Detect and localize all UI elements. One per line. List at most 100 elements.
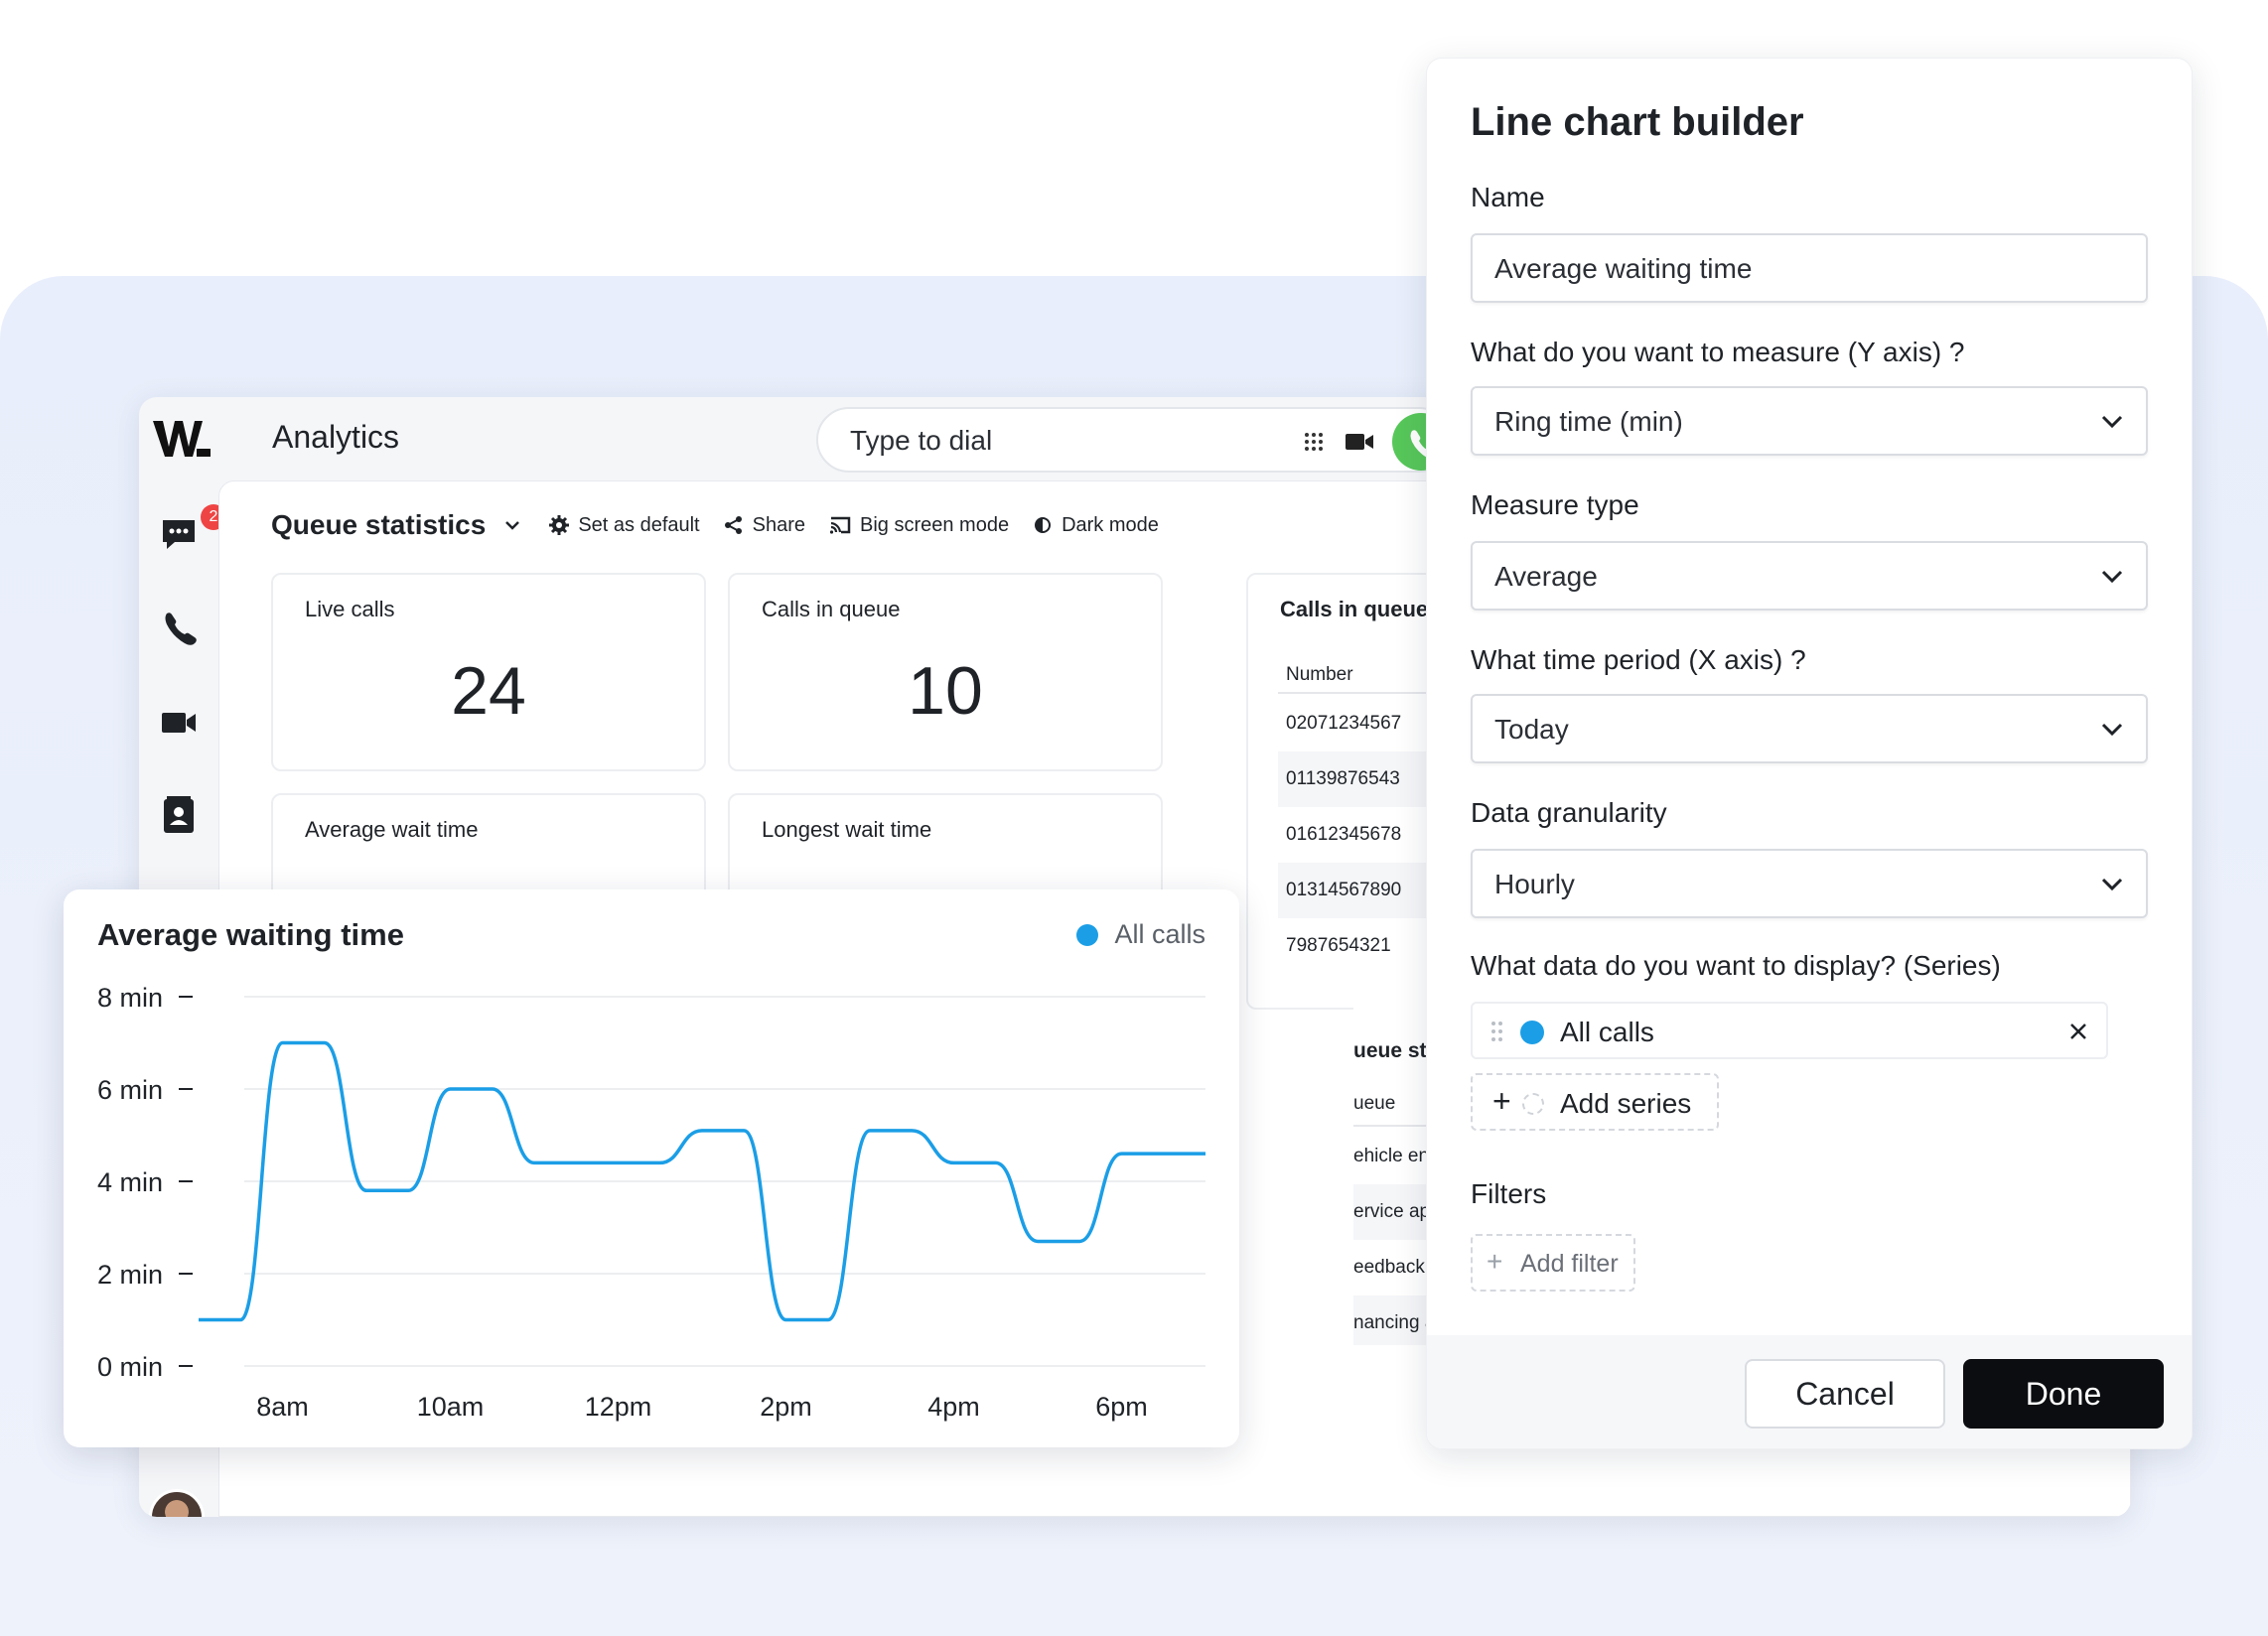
sidebar-item-contacts[interactable]	[159, 796, 199, 836]
y-tick-label: 6 min	[97, 1075, 163, 1105]
chevron-down-icon[interactable]	[503, 519, 521, 531]
table-row[interactable]: 02071234567	[1286, 713, 1402, 734]
card-label: Average wait time	[305, 817, 479, 842]
video-icon	[162, 713, 196, 733]
sidebar-item-calls[interactable]	[159, 610, 199, 649]
series-label: What data do you want to display? (Serie…	[1471, 950, 2001, 981]
y-tick-label: 8 min	[97, 983, 163, 1013]
y-tick-label: 4 min	[97, 1167, 163, 1197]
chevron-down-icon	[2101, 415, 2123, 429]
x-axis-select[interactable]: Today	[1471, 694, 2148, 763]
live-calls-card: Live calls 24	[271, 573, 706, 771]
y-axis-label: What do you want to measure (Y axis) ?	[1471, 337, 1965, 367]
app-title: Analytics	[272, 419, 400, 455]
chart-card: Average waiting time All calls 8 min 6 mi…	[64, 889, 1239, 1447]
drag-handle-icon[interactable]	[1490, 1020, 1504, 1043]
name-input[interactable]: Average waiting time	[1471, 233, 2148, 303]
dial-placeholder: Type to dial	[850, 425, 993, 456]
video-call-icon[interactable]	[1345, 431, 1374, 453]
series-item[interactable]: All calls	[1471, 1002, 2108, 1059]
chevron-down-icon	[2101, 570, 2123, 584]
x-tick-label: 8am	[256, 1392, 309, 1422]
sidebar-item-video[interactable]	[159, 703, 199, 743]
chart-title: Average waiting time	[97, 917, 404, 952]
calls-in-queue-card: Calls in queue 10	[728, 573, 1163, 771]
dial-input[interactable]: Type to dial	[816, 407, 1452, 473]
big-screen-button[interactable]: Big screen mode	[829, 514, 1009, 537]
dashboard-title[interactable]: Queue statistics	[271, 509, 487, 540]
name-value: Average waiting time	[1494, 253, 1753, 284]
gear-icon	[549, 515, 570, 535]
add-series-label: Add series	[1560, 1088, 1692, 1119]
chat-icon	[163, 520, 195, 549]
y-axis-select[interactable]: Ring time (min)	[1471, 386, 2148, 456]
builder-footer: Cancel Done	[1427, 1335, 2192, 1448]
x-tick-label: 4pm	[927, 1392, 980, 1422]
plus-icon: +	[1487, 1246, 1503, 1277]
x-tick-label: 12pm	[585, 1392, 652, 1422]
chevron-down-icon	[2101, 723, 2123, 737]
add-filter-button[interactable]: + Add filter	[1471, 1234, 1635, 1292]
table-row[interactable]: 7987654321	[1286, 935, 1391, 956]
cancel-button[interactable]: Cancel	[1745, 1359, 1945, 1429]
measure-type-select[interactable]: Average	[1471, 541, 2148, 611]
close-icon[interactable]	[2068, 1022, 2088, 1041]
filters-label: Filters	[1471, 1178, 1547, 1209]
y-tick-label: 0 min	[97, 1352, 163, 1382]
share-label: Share	[752, 513, 805, 536]
sidebar-item-chat[interactable]: 2	[159, 504, 226, 554]
measure-type-label: Measure type	[1471, 489, 1639, 520]
x-axis-value: Today	[1494, 714, 1569, 745]
granularity-select[interactable]: Hourly	[1471, 849, 2148, 918]
card-label: Longest wait time	[762, 817, 932, 842]
builder-title: Line chart builder	[1471, 100, 1804, 144]
cast-icon	[829, 516, 851, 534]
dark-mode-button[interactable]: Dark mode	[1033, 514, 1159, 537]
x-tick-label: 6pm	[1095, 1392, 1148, 1422]
dialpad-icon[interactable]	[1303, 431, 1325, 453]
x-tick-label: 2pm	[760, 1392, 812, 1422]
dark-mode-icon	[1035, 517, 1052, 533]
legend-swatch	[1076, 923, 1099, 946]
set-default-label: Set as default	[578, 513, 700, 536]
table-divider	[1278, 692, 1542, 694]
dashboard-toolbar: Queue statistics Set as default Share Bi…	[271, 503, 1183, 547]
plus-icon: +	[1492, 1083, 1511, 1119]
x-tick-label: 10am	[417, 1392, 485, 1422]
dark-mode-label: Dark mode	[1062, 513, 1159, 536]
line-chart-builder-panel: Line chart builder Name Average waiting …	[1426, 58, 2193, 1449]
x-axis-label: What time period (X axis) ?	[1471, 644, 1806, 675]
granularity-label: Data granularity	[1471, 797, 1667, 828]
share-button[interactable]: Share	[724, 514, 805, 537]
chevron-down-icon	[2101, 878, 2123, 891]
logo-icon	[153, 421, 211, 457]
line-chart: 8 min 6 min 4 min 2 min 0 min 8am 10am 12pm 2pm 4…	[97, 983, 1205, 1422]
y-axis-value: Ring time (min)	[1494, 406, 1683, 437]
card-label: Calls in queue	[762, 597, 901, 621]
empty-swatch-icon	[1522, 1093, 1544, 1115]
phone-icon	[165, 613, 197, 645]
set-default-button[interactable]: Set as default	[549, 513, 700, 537]
card-label: Live calls	[305, 597, 395, 621]
big-screen-label: Big screen mode	[860, 513, 1010, 536]
series-line-all-calls	[199, 1040, 1205, 1322]
y-tick-label: 2 min	[97, 1260, 163, 1290]
series-color-swatch	[1520, 1021, 1544, 1044]
table-header-queue: ueue	[1353, 1093, 1396, 1114]
table-row[interactable]: 01612345678	[1286, 824, 1402, 845]
add-filter-label: Add filter	[1520, 1250, 1619, 1278]
table-title: Calls in queue	[1280, 597, 1429, 621]
card-value: 10	[908, 653, 983, 729]
add-series-button[interactable]: + Add series	[1471, 1073, 1719, 1131]
done-button[interactable]: Done	[1963, 1359, 2164, 1429]
chart-legend[interactable]: All calls	[1076, 919, 1205, 950]
sidebar: 2	[139, 480, 226, 1517]
contacts-icon	[164, 796, 194, 833]
user-avatar[interactable]	[149, 1489, 205, 1517]
share-icon	[724, 516, 742, 534]
granularity-value: Hourly	[1494, 869, 1575, 899]
series-name: All calls	[1560, 1017, 1654, 1047]
legend-label: All calls	[1114, 919, 1205, 949]
card-value: 24	[451, 653, 526, 729]
name-label: Name	[1471, 182, 1545, 212]
